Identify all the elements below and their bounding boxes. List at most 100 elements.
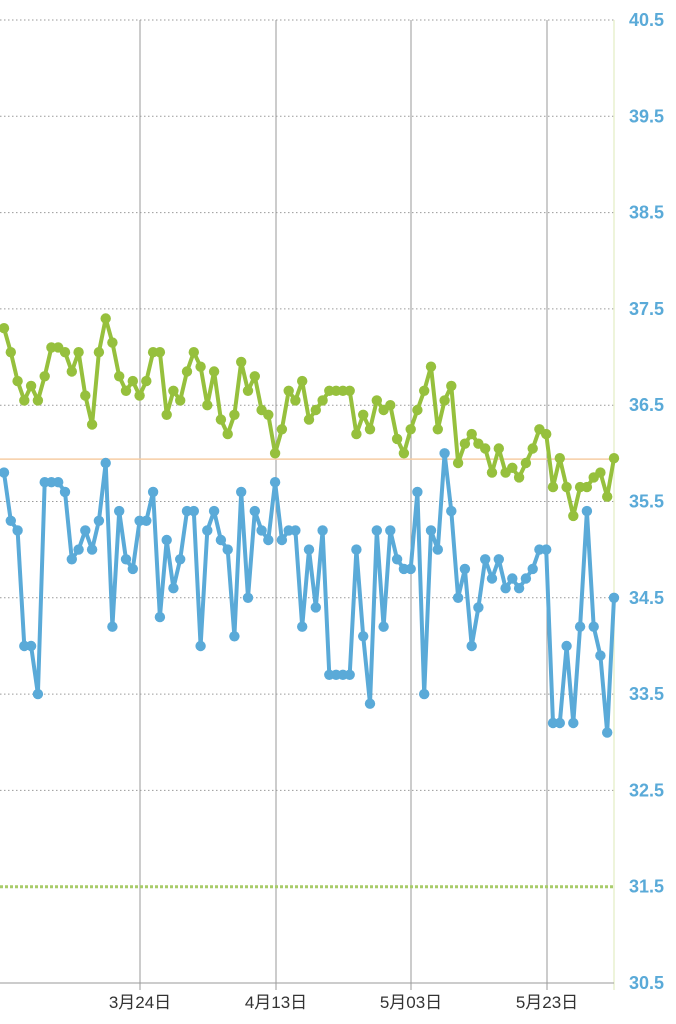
series-2-point [59,486,71,498]
series-1-point [202,400,213,411]
y-tick-label: 39.5 [629,106,664,126]
series-2-point [175,554,186,565]
series-2-point [527,563,538,575]
series-1-point [107,337,118,348]
series-2-point [66,554,78,565]
series-1-point [520,457,532,469]
series-1-point [263,409,274,420]
series-1-point [12,375,23,387]
series-1-point [32,395,44,406]
series-1-point [86,419,98,430]
y-tick-label: 32.5 [629,780,664,800]
series-2-point [202,525,213,536]
series-1-point [73,347,84,358]
series-2-point [371,525,382,536]
grid-layer [0,19,615,990]
series-1-point [249,371,260,382]
series-1-point [595,467,606,478]
series-2-point [385,525,396,536]
series-2-point [513,583,525,594]
series-1-point [561,481,572,493]
series-2-point [297,621,308,632]
series-2-point [114,505,125,517]
series-1-point [439,395,450,406]
series-2-point [561,640,572,652]
series-1-point [541,428,552,440]
series-1-point [466,428,477,440]
series-2-point [161,534,172,546]
series-1-point [0,323,10,334]
series-1-point [297,375,308,387]
series-2-point [344,669,355,680]
series-2-point [554,717,565,729]
series-2-point [236,486,247,498]
series-1-point [358,409,369,420]
series-1-point [290,395,301,406]
series-1-point [208,366,220,377]
series-1-point [175,395,186,406]
series-1-point [66,366,78,377]
series-1-point [100,313,111,324]
series-1-point [39,371,50,382]
y-tick-label: 40.5 [629,10,664,30]
series-1-point [168,385,179,396]
series-1-point [120,385,132,396]
series-2-point [141,515,152,526]
series-2-point [459,563,471,575]
y-tick-label: 30.5 [629,973,664,993]
series-1-point [195,361,206,372]
series-2-point [100,457,111,469]
series-2-point [602,727,613,738]
series-2-point [5,515,16,526]
series-2-point [378,621,389,632]
series-1-point [568,510,579,522]
series-1-point [419,385,430,396]
y-tick-label: 34.5 [629,588,664,608]
series-2-point [574,621,586,632]
series-1-point [19,395,30,406]
series-2-point [317,525,328,536]
series-1-point [154,347,166,358]
series-1-point [276,424,288,435]
series-2-point [391,554,403,565]
series-2-point [222,544,233,555]
series-2-point [500,583,511,594]
series-2-point [364,698,376,709]
series-1-point [317,395,328,406]
series-2-point [195,640,206,652]
series-1-point [229,409,240,420]
series-2-point [358,631,369,642]
series-2-point [507,573,518,584]
series-1-point [364,424,376,435]
series-2-point [188,505,199,517]
series-2-point [568,717,579,729]
y-axis-ticks: 30.5 31.5 32.5 33.5 34.5 35.5 36.5 37.5 38.5 39.5… [629,10,664,993]
series-1-point [59,347,71,358]
series-1-point [446,380,457,392]
series-1-point [554,453,565,464]
series-2-point [154,611,166,623]
series-1-point [351,428,362,440]
series-2-point [86,544,98,555]
y-tick-label: 33.5 [629,684,664,704]
series-2-point [419,688,430,700]
series-2-point [168,583,179,594]
series-2-point [276,534,288,546]
series-2-point [466,640,477,652]
series-1-point [93,347,105,358]
series-1-point [181,366,193,377]
reference-lines [0,458,614,889]
series-2-point [303,544,315,555]
series-1-point [493,443,504,454]
series-2-point [446,505,457,517]
series-2-point [608,592,620,603]
series-1-point [425,361,437,372]
series-1-point [141,375,152,387]
series-2-point [493,554,504,565]
series-2-point [351,544,362,555]
series-2-point [473,602,484,613]
series-2-point [229,631,240,642]
series-1-point [303,414,315,425]
series-1-point [222,428,233,440]
